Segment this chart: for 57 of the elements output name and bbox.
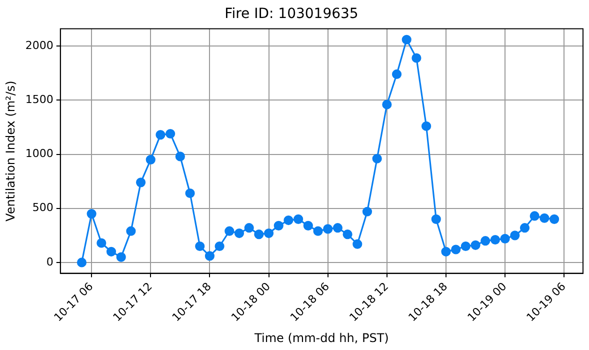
point: [313, 226, 323, 236]
chart-title: Fire ID: 103019635: [224, 6, 358, 22]
point: [214, 241, 224, 252]
point: [460, 241, 470, 252]
point: [264, 228, 274, 238]
point: [422, 121, 432, 131]
point: [530, 211, 540, 221]
point: [402, 34, 412, 44]
point: [362, 206, 372, 216]
point: [96, 238, 106, 248]
point: [244, 223, 254, 233]
point: [490, 234, 500, 245]
y-tick-label: 1500: [25, 93, 54, 106]
point: [441, 246, 451, 256]
point: [500, 234, 510, 244]
point: [146, 154, 156, 164]
point: [323, 224, 333, 234]
point: [549, 214, 560, 224]
point: [332, 223, 342, 233]
point: [372, 154, 382, 164]
y-tick-label: 1000: [25, 147, 54, 160]
point: [284, 215, 294, 226]
point: [224, 226, 234, 236]
point: [106, 246, 116, 256]
point: [204, 251, 215, 261]
point: [86, 208, 96, 219]
point: [412, 53, 422, 63]
point: [254, 230, 264, 240]
point: [382, 100, 392, 110]
point: [451, 244, 461, 254]
point: [540, 213, 550, 223]
y-tick-label: 0: [46, 255, 54, 268]
point: [392, 69, 402, 80]
point: [76, 258, 87, 268]
point: [175, 152, 185, 162]
y-axis-title: Ventilation Index (m²/s): [3, 80, 18, 222]
point: [185, 188, 195, 198]
point: [431, 214, 441, 224]
point: [166, 128, 176, 139]
point: [274, 220, 284, 230]
point: [126, 226, 136, 236]
point: [294, 214, 304, 224]
point: [480, 236, 490, 246]
point: [156, 130, 166, 140]
point: [470, 240, 480, 250]
point: [116, 252, 126, 262]
point: [520, 223, 530, 233]
point: [234, 228, 244, 238]
y-tick-label: 2000: [25, 38, 54, 52]
y-tick-label: 500: [32, 201, 54, 214]
point: [195, 241, 205, 252]
point: [136, 178, 146, 188]
point: [352, 239, 362, 249]
point: [303, 220, 313, 230]
point: [510, 230, 520, 240]
x-axis-title: Time (mm-dd hh, PST): [254, 330, 389, 345]
point: [342, 230, 352, 240]
